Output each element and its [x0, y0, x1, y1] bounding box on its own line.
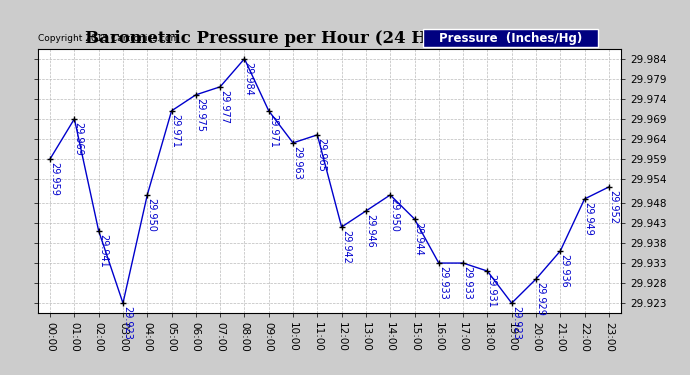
Text: 29.942: 29.942 [341, 230, 351, 264]
Text: 29.941: 29.941 [98, 234, 108, 267]
Text: 29.950: 29.950 [389, 198, 400, 232]
Text: 29.933: 29.933 [438, 266, 448, 300]
Title: Barometric Pressure per Hour (24 Hours) 20150405: Barometric Pressure per Hour (24 Hours) … [85, 30, 574, 47]
Text: 29.963: 29.963 [292, 146, 302, 179]
Text: 29.975: 29.975 [195, 98, 205, 132]
Text: 29.923: 29.923 [122, 306, 132, 340]
Text: 29.936: 29.936 [560, 254, 569, 288]
Text: Copyright 2015 Cartronics.com: Copyright 2015 Cartronics.com [38, 34, 179, 44]
Text: 29.984: 29.984 [244, 62, 254, 95]
Text: 29.931: 29.931 [486, 274, 497, 308]
Text: 29.923: 29.923 [511, 306, 521, 340]
Text: 29.949: 29.949 [584, 202, 593, 236]
Text: Pressure  (Inches/Hg): Pressure (Inches/Hg) [439, 32, 582, 45]
Text: 29.933: 29.933 [462, 266, 472, 300]
Text: 29.950: 29.950 [146, 198, 157, 232]
Text: 29.969: 29.969 [74, 122, 83, 155]
Text: 29.944: 29.944 [414, 222, 424, 255]
Text: 29.971: 29.971 [170, 114, 181, 147]
Text: 29.959: 29.959 [49, 162, 59, 195]
Text: 29.971: 29.971 [268, 114, 278, 147]
Text: 29.977: 29.977 [219, 90, 229, 124]
Bar [423, 29, 598, 47]
Text: 29.965: 29.965 [317, 138, 326, 171]
Text: 29.929: 29.929 [535, 282, 545, 316]
Text: 29.946: 29.946 [365, 214, 375, 248]
Text: 29.952: 29.952 [608, 190, 618, 224]
